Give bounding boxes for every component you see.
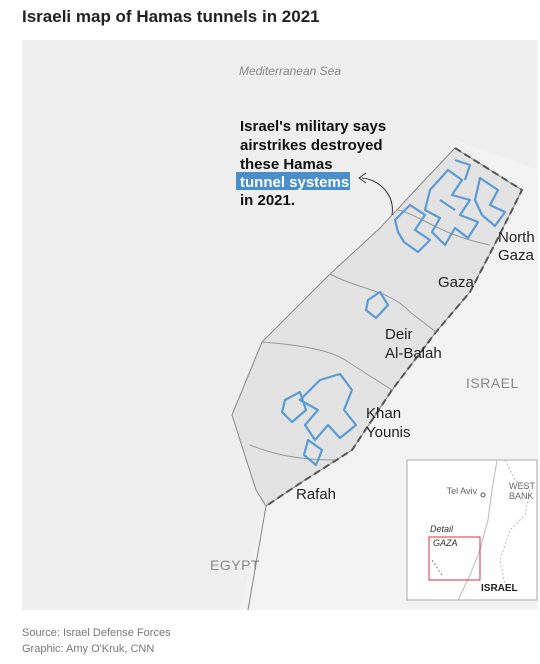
- inset-country: ISRAEL: [481, 583, 518, 594]
- tunnels: [280, 158, 507, 467]
- detail-box: [428, 536, 481, 581]
- annotation-line: airstrikes destroyed: [240, 137, 383, 154]
- region-label: Gaza: [438, 274, 475, 291]
- coastline: [457, 459, 498, 601]
- detail-area: GAZA: [433, 538, 458, 548]
- country-label: ISRAEL: [466, 375, 519, 391]
- inset: Tel Aviv WEST BANK Detail GAZA ISRAEL: [406, 459, 538, 601]
- annotation-highlight: tunnel systems: [240, 174, 349, 191]
- region-label: Al-Balah: [385, 345, 442, 362]
- arrow-head: [358, 172, 367, 184]
- source: Source: Israel Defense Forces: [22, 627, 171, 639]
- highlight-box: [236, 172, 350, 190]
- detail-label: Detail: [430, 524, 454, 534]
- region-label: Rafah: [296, 486, 336, 503]
- credit: Graphic: Amy O'Kruk, CNN: [22, 643, 154, 655]
- egypt-border: [247, 505, 267, 611]
- region-label: North: [498, 229, 535, 246]
- arrow: [361, 177, 393, 216]
- region-label: Gaza: [498, 247, 535, 264]
- district-line: [261, 341, 393, 391]
- sea-label: Mediterranean Sea: [239, 64, 341, 78]
- title: Israeli map of Hamas tunnels in 2021: [22, 7, 320, 26]
- city-dot: [480, 492, 486, 498]
- annotation-line: in 2021.: [240, 192, 295, 209]
- city-label: Tel Aviv: [447, 486, 478, 496]
- district-line: [249, 444, 336, 461]
- region-label: Deir: [385, 326, 413, 343]
- annotation-line: Israel's military says: [240, 118, 386, 135]
- country-label: EGYPT: [210, 557, 260, 573]
- district-line: [397, 209, 491, 246]
- gaza-outline: [431, 559, 443, 576]
- inset-label: WEST: [509, 481, 536, 491]
- annotation-line: these Hamas: [240, 156, 333, 173]
- inset-label: BANK: [509, 491, 534, 501]
- west-bank-border: [499, 459, 531, 586]
- region-label: Khan: [366, 405, 401, 422]
- region-label: Younis: [366, 424, 411, 441]
